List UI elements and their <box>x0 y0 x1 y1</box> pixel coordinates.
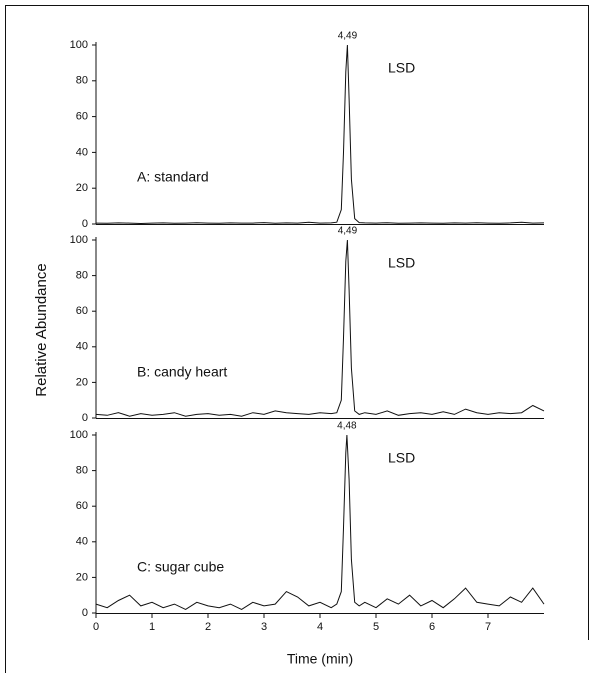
y-tick-label: 100 <box>70 234 88 246</box>
y-tick-label: 60 <box>76 305 88 317</box>
y-tick-label: 20 <box>76 182 88 194</box>
x-tick-label: 2 <box>205 621 211 633</box>
y-tick-label: 60 <box>76 500 88 512</box>
peak-label: 4,49 <box>338 31 358 42</box>
y-tick-label: 40 <box>76 146 88 158</box>
y-tick-label: 80 <box>76 270 88 282</box>
y-tick-label: 40 <box>76 341 88 353</box>
x-tick-label: 1 <box>149 621 155 633</box>
sample-label: A: standard <box>137 169 209 185</box>
compound-label: LSD <box>388 450 415 466</box>
compound-label: LSD <box>388 60 415 76</box>
y-tick-label: 60 <box>76 111 88 123</box>
y-tick-label: 0 <box>82 218 88 230</box>
trace <box>95 434 545 610</box>
y-tick-label: 20 <box>76 571 88 583</box>
x-tick-label: 7 <box>485 621 491 633</box>
y-tick-label: 80 <box>76 75 88 87</box>
x-tick-label: 6 <box>429 621 435 633</box>
peak-label: 4,49 <box>338 226 358 237</box>
trace <box>95 239 545 417</box>
x-axis-label: Time (min) <box>287 651 353 667</box>
x-tick-label: 5 <box>373 621 379 633</box>
y-tick-label: 20 <box>76 376 88 388</box>
y-axis-label: Relative Abundance <box>33 263 50 396</box>
y-tick-label: 80 <box>76 465 88 477</box>
peak-label: 4,48 <box>337 421 357 432</box>
sample-label: C: sugar cube <box>137 559 224 575</box>
y-tick-label: 0 <box>82 412 88 424</box>
x-tick-label: 0 <box>93 621 99 633</box>
compound-label: LSD <box>388 255 415 271</box>
x-tick-label: 4 <box>317 621 323 633</box>
trace <box>95 44 545 225</box>
y-tick-label: 100 <box>70 429 88 441</box>
y-tick-label: 40 <box>76 536 88 548</box>
y-tick-label: 100 <box>70 39 88 51</box>
x-tick-label: 3 <box>261 621 267 633</box>
y-tick-label: 0 <box>82 607 88 619</box>
frame <box>5 5 589 673</box>
sample-label: B: candy heart <box>137 364 227 380</box>
